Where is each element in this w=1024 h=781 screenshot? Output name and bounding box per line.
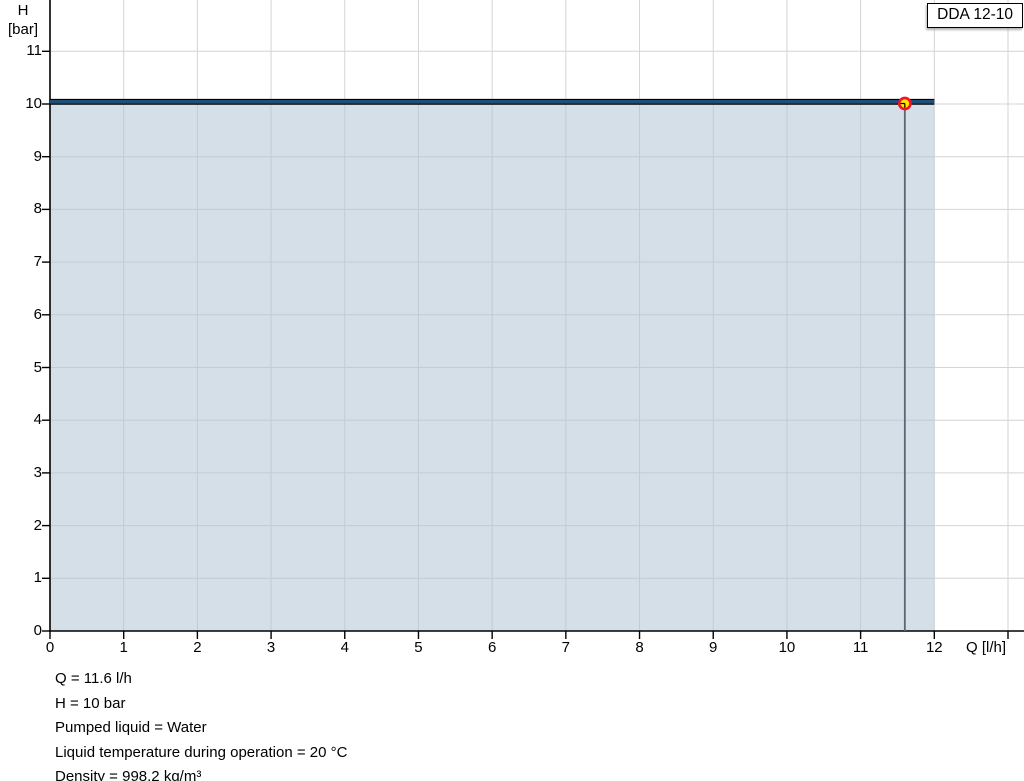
y-tick-label: 8 <box>33 200 42 218</box>
x-tick-label: 4 <box>340 639 349 656</box>
annotation-density: Density = 998.2 kg/m³ <box>55 768 202 781</box>
y-axis-label: H [bar] <box>0 1 46 39</box>
y-axis-label-line1: H <box>17 2 29 19</box>
x-tick-label: 7 <box>561 639 571 656</box>
y-tick-label: 11 <box>26 42 42 60</box>
x-tick-label: 2 <box>193 639 202 656</box>
x-tick-label: 8 <box>635 639 644 656</box>
pump-curve-chart <box>42 0 1024 639</box>
y-tick-label: 10 <box>25 95 42 112</box>
y-tick-label: 7 <box>33 253 42 271</box>
result-annotations: Q = 11.6 l/h H = 10 bar Pumped liquid = … <box>55 667 347 781</box>
x-tick-label: 10 <box>778 639 796 656</box>
y-tick-label: 1 <box>33 569 42 587</box>
x-tick-label: 6 <box>487 639 497 656</box>
y-tick-label: 5 <box>33 358 42 376</box>
y-tick-label: 9 <box>33 147 42 165</box>
x-axis-label: Q [l/h] <box>966 639 1007 656</box>
annotation-pumped-liquid: Pumped liquid = Water <box>55 719 207 737</box>
y-tick-label: 3 <box>33 463 42 481</box>
x-tick-label: 9 <box>709 639 718 656</box>
annotation-head: H = 10 bar <box>55 694 126 712</box>
x-tick-label: 11 <box>852 639 869 656</box>
y-tick-label: 4 <box>33 411 42 429</box>
operating-point-marker[interactable] <box>897 96 912 111</box>
x-tick-label: 5 <box>414 639 423 656</box>
annotation-flow: Q = 11.6 l/h <box>55 670 132 687</box>
y-tick-label: 6 <box>33 305 42 323</box>
x-tick-label: 3 <box>266 639 276 656</box>
legend-label: DDA 12-10 <box>937 6 1013 23</box>
annotation-liquid-temperature: Liquid temperature during operation = 20… <box>55 743 348 761</box>
legend-box: DDA 12-10 <box>927 3 1023 28</box>
y-tick-label: 2 <box>33 516 42 534</box>
curve-area-fill <box>50 104 935 631</box>
y-tick-label: 0 <box>33 622 42 639</box>
y-axis-label-line2: [bar] <box>7 21 38 38</box>
x-tick-label: 12 <box>925 639 943 656</box>
x-tick-label: 1 <box>119 639 128 656</box>
x-tick-label: 0 <box>45 639 55 656</box>
